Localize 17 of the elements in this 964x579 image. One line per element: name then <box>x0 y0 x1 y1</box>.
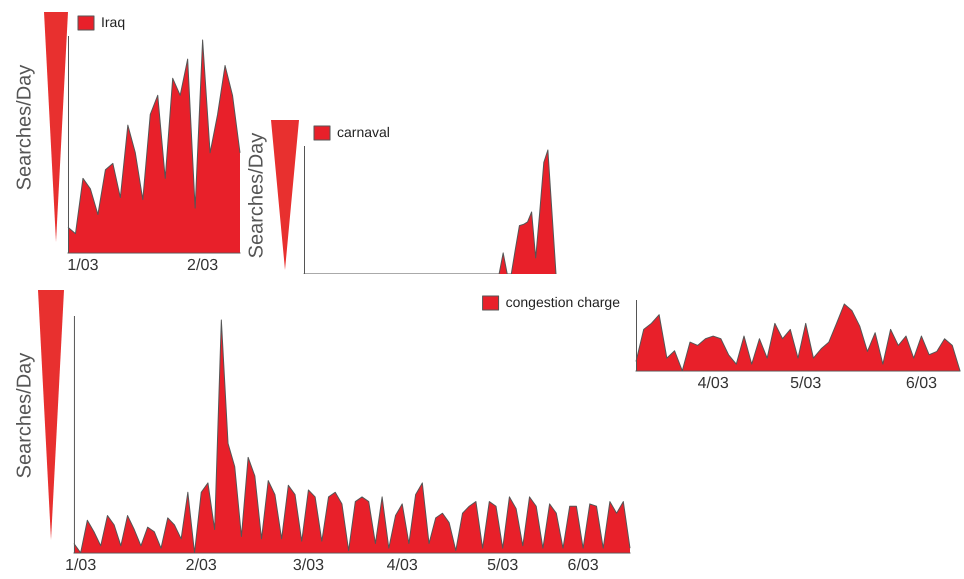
x-tick-label: 5/03 <box>790 374 822 392</box>
x-tick-label: 1/03 <box>65 556 96 574</box>
x-tick-label: 5/03 <box>487 556 518 574</box>
x-tick-label: 4/03 <box>698 374 729 392</box>
legend-label: carnaval <box>337 124 390 140</box>
legend-label: congestion charge <box>506 294 620 310</box>
x-tick-label: 2/03 <box>187 256 218 274</box>
x-tick-label: 6/03 <box>568 556 599 574</box>
x-tick-label: 4/03 <box>386 556 418 574</box>
x-tick-label: 1/03 <box>67 256 99 274</box>
y-axis-title: Searches/Day <box>246 132 268 258</box>
x-tick-label: 3/03 <box>292 556 324 574</box>
x-tick-label: 2/03 <box>186 556 217 574</box>
x-tick-label: 6/03 <box>906 374 938 392</box>
y-axis-title: Searches/Day <box>14 352 36 478</box>
legend-label: Iraq <box>101 14 126 30</box>
y-axis-title: Searches/Day <box>14 64 36 190</box>
